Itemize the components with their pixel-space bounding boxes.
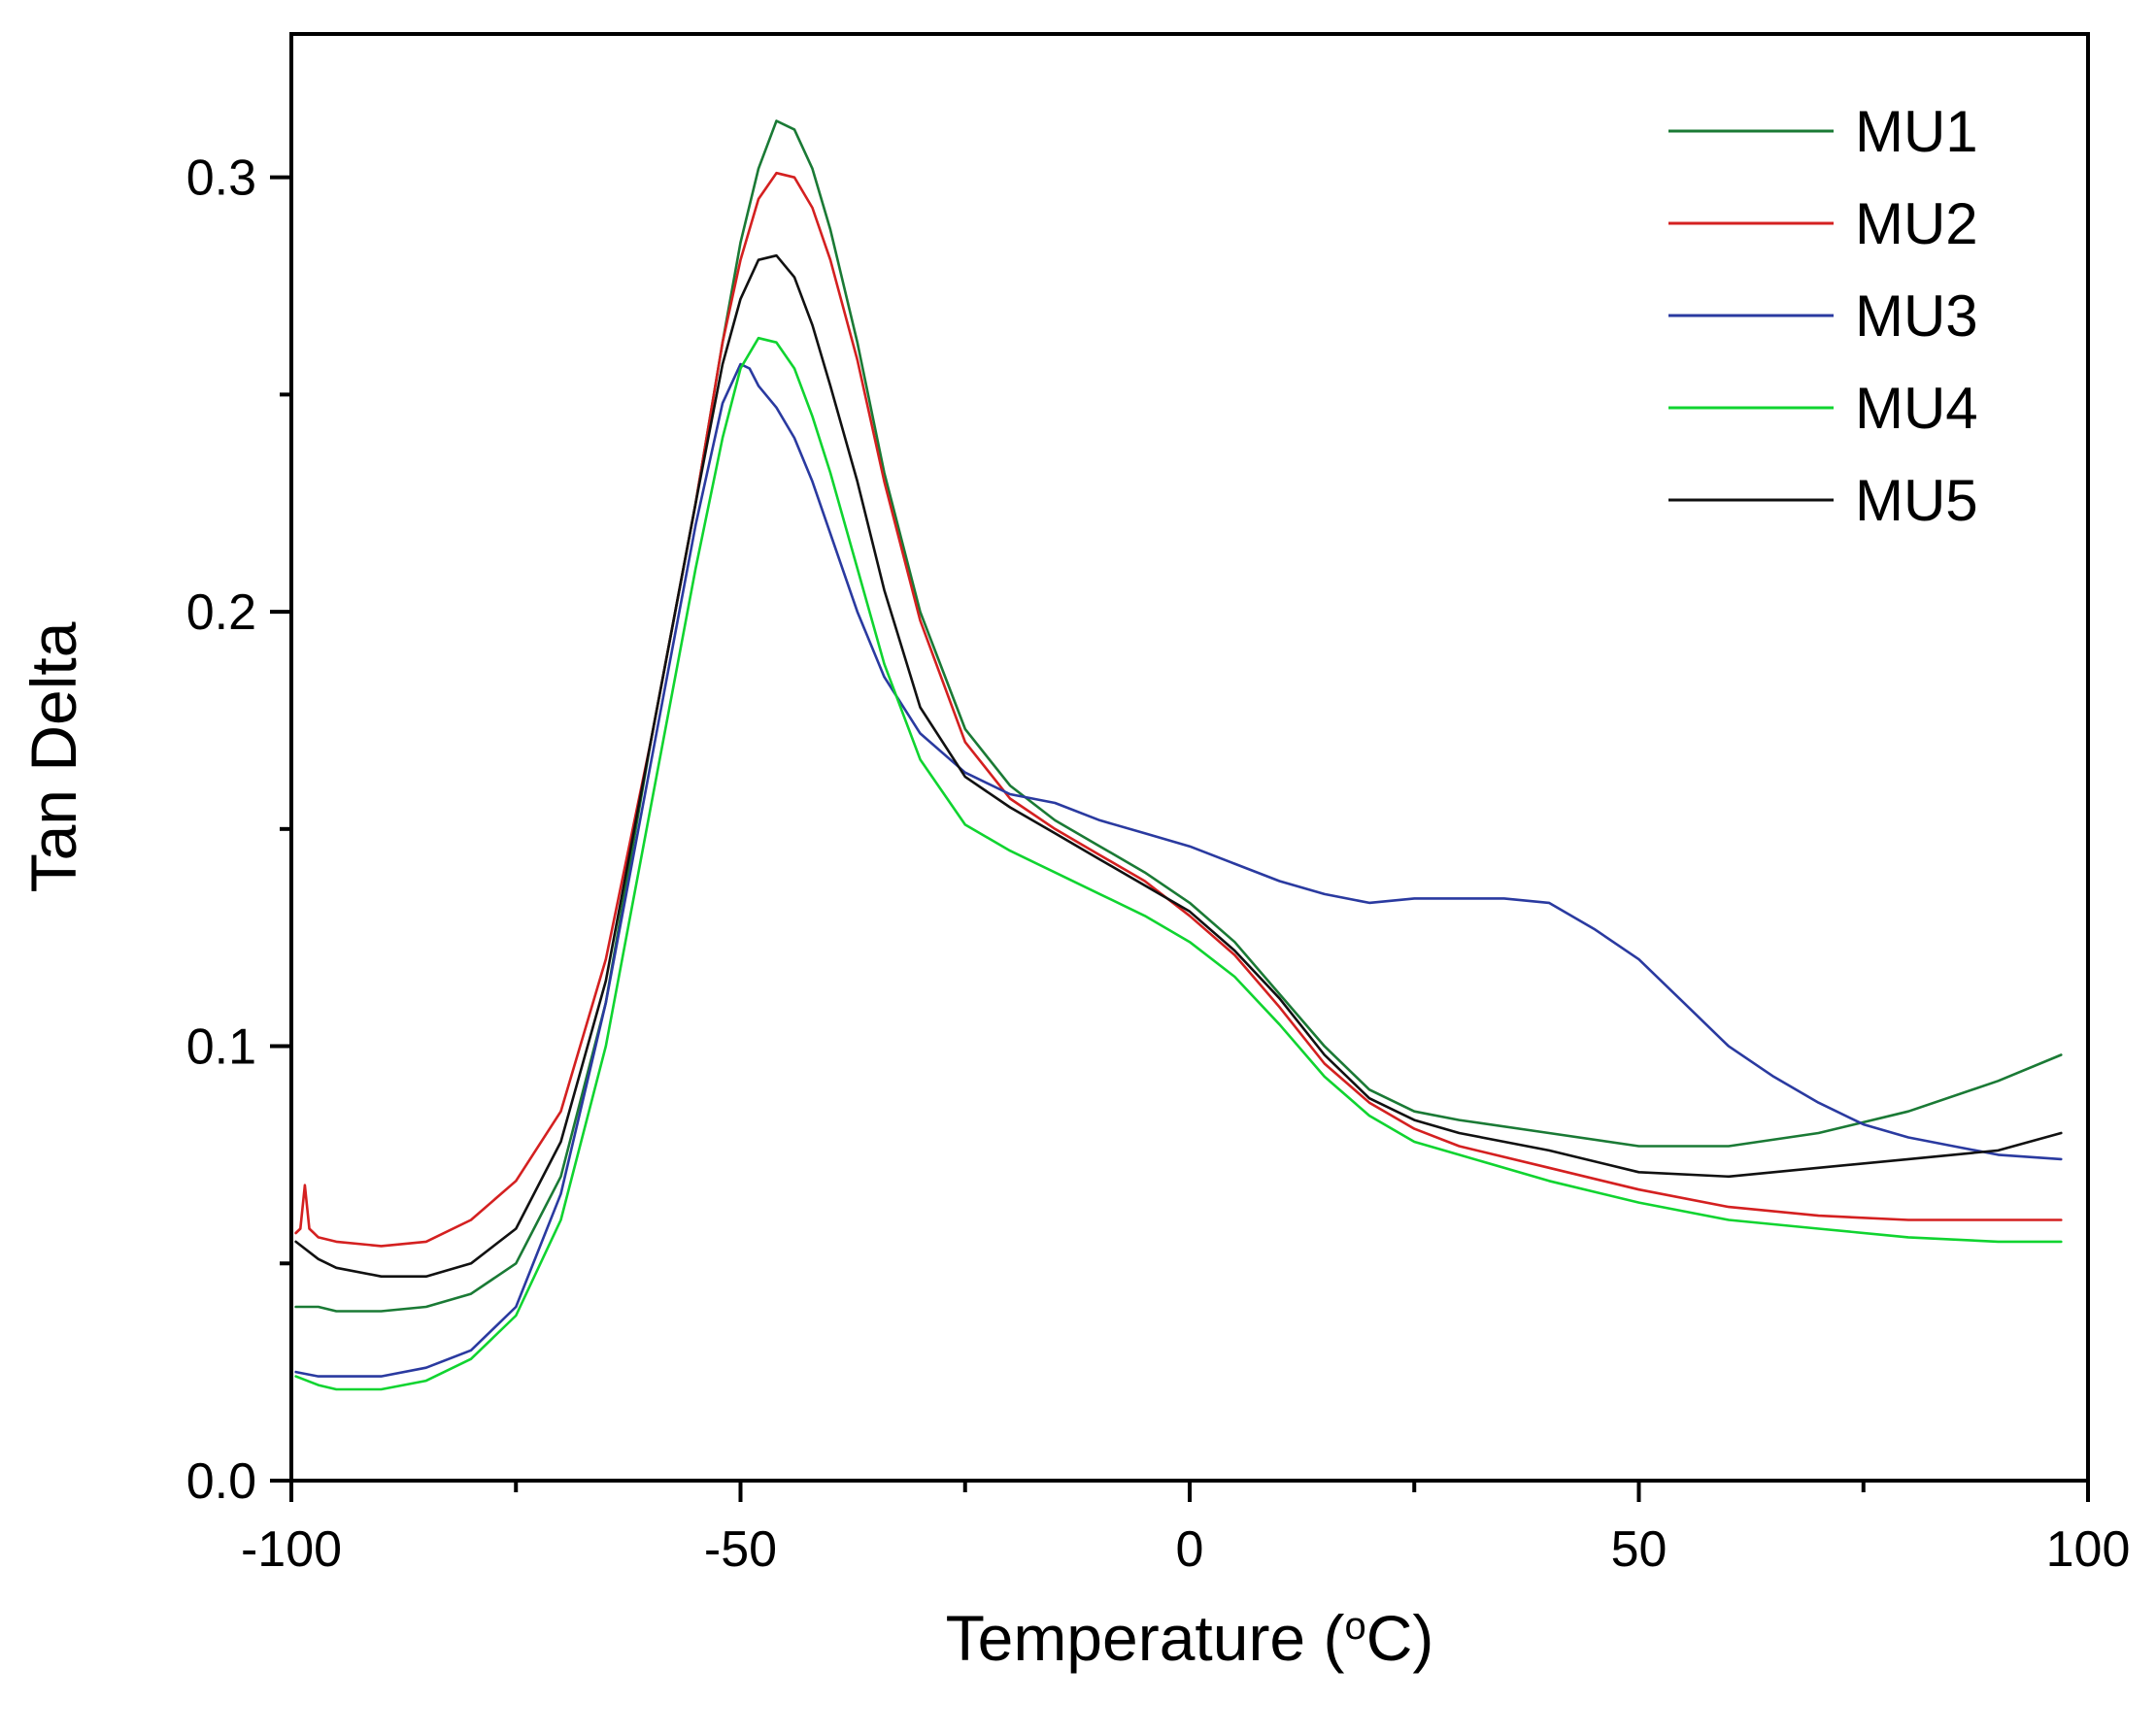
legend: MU1 MU2 MU3 MU4 MU5 bbox=[1668, 99, 1978, 533]
series-layer bbox=[294, 119, 2063, 1391]
x-tick-label: 100 bbox=[2046, 1521, 2131, 1578]
x-tick-label: -100 bbox=[241, 1521, 342, 1578]
legend-label-mu2: MU2 bbox=[1855, 191, 1978, 256]
y-tick-label: 0.2 bbox=[186, 584, 256, 641]
series-line-mu4 bbox=[294, 336, 2063, 1391]
x-axis-title: Temperature (oC) bbox=[946, 1602, 1434, 1674]
y-axis-title: Tan Delta bbox=[17, 621, 89, 892]
legend-label-mu5: MU5 bbox=[1855, 468, 1978, 533]
y-tick-label: 0.0 bbox=[186, 1453, 256, 1510]
axis-tick-labels: -100 -50 0 50 100 0.0 0.1 0.2 0.3 bbox=[186, 150, 2131, 1578]
series-line-mu1 bbox=[294, 119, 2063, 1313]
x-axis-title-sup: o bbox=[1344, 1605, 1365, 1648]
legend-label-mu1: MU1 bbox=[1855, 99, 1978, 164]
x-tick-label: 0 bbox=[1176, 1521, 1204, 1578]
series-line-mu5 bbox=[294, 253, 2063, 1278]
plot-frame bbox=[289, 32, 2090, 1483]
x-tick-label: -50 bbox=[704, 1521, 777, 1578]
x-tick-label: 50 bbox=[1611, 1521, 1668, 1578]
x-axis-title-tail: C) bbox=[1366, 1602, 1434, 1674]
y-tick-label: 0.3 bbox=[186, 150, 256, 207]
legend-label-mu4: MU4 bbox=[1855, 376, 1978, 441]
axis-ticks bbox=[270, 175, 2090, 1502]
series-line-mu2 bbox=[294, 171, 2063, 1248]
legend-label-mu3: MU3 bbox=[1855, 284, 1978, 349]
y-tick-label: 0.1 bbox=[186, 1019, 256, 1076]
series-line-mu3 bbox=[294, 362, 2063, 1378]
x-axis-title-main: Temperature ( bbox=[946, 1602, 1345, 1674]
